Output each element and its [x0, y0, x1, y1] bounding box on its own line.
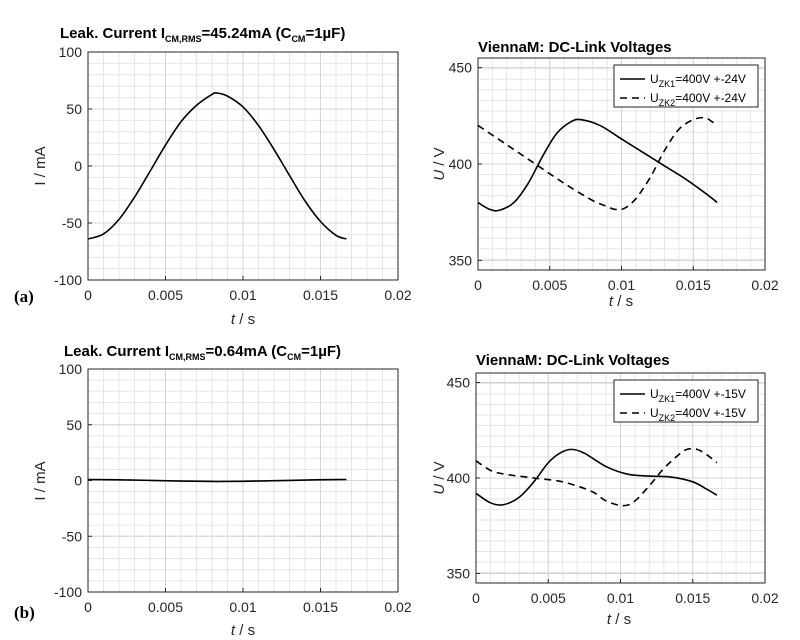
legend-entry-zk2: UZK2=400V +-15V	[650, 406, 746, 423]
y-tick-label: 0	[74, 473, 82, 489]
y-tick-label: -50	[62, 528, 82, 544]
y-tick-label: 50	[66, 101, 82, 117]
legend-entry-zk1: UZK1=400V +-15V	[650, 387, 746, 404]
x-tick-label: 0.02	[751, 277, 778, 293]
y-tick-label: -100	[54, 272, 82, 288]
x-tick-label: 0.015	[675, 590, 710, 606]
chart-title: ViennaM: DC-Link Voltages	[476, 352, 670, 369]
legend-entry-zk1: UZK1=400V +-24V	[650, 72, 746, 89]
series-line-u-zk1	[477, 118, 718, 212]
y-tick-label: 100	[59, 44, 83, 60]
x-tick-label: 0.015	[676, 277, 711, 293]
panel-label-b: (b)	[14, 603, 35, 622]
y-tick-label: 350	[449, 252, 473, 268]
legend-box	[613, 64, 759, 108]
series-line-u-zk2	[475, 447, 718, 507]
chart-title: ViennaM: DC-Link Voltages	[478, 39, 672, 56]
x-tick-label: 0.005	[148, 287, 183, 303]
x-tick-label: 0	[84, 599, 92, 615]
series-line-u-zk2	[477, 116, 718, 211]
y-tick-label: -100	[54, 584, 82, 600]
series-line-u-zk1	[475, 448, 718, 506]
series-line-i-cm	[87, 478, 347, 483]
x-tick-label: 0.02	[751, 590, 778, 606]
legend: UZK1=400V +-24V UZK2=400V +-24V	[613, 64, 759, 108]
y-tick-label: 350	[447, 565, 471, 581]
x-axis-label: t / s	[609, 293, 633, 310]
x-tick-label: 0.01	[607, 590, 634, 606]
panel-label-a: (a)	[14, 287, 34, 306]
chart-dc-link-voltages-b: 0 0.005 0.01 0.015 0.02 350 400 450 ViennaM: DC-…	[431, 352, 779, 628]
legend-entry-zk2: UZK2=400V +-24V	[650, 91, 746, 108]
x-tick-label: 0.005	[532, 277, 567, 293]
x-axis-label: t / s	[231, 311, 255, 328]
x-tick-label: 0	[84, 287, 92, 303]
y-axis-label: U / V	[431, 147, 448, 180]
y-tick-label: 100	[59, 361, 83, 377]
y-tick-label: 450	[447, 375, 471, 391]
x-tick-label: 0.015	[303, 287, 338, 303]
chart-title: Leak. Current ICM,RMS=0.64mA (CCM=1µF)	[64, 343, 341, 362]
legend: UZK1=400V +-15V UZK2=400V +-15V	[613, 379, 759, 423]
x-tick-label: 0	[474, 277, 482, 293]
x-tick-label: 0.01	[608, 277, 635, 293]
y-tick-label: 0	[74, 158, 82, 174]
y-tick-label: 400	[449, 156, 473, 172]
series-line-i-cm	[87, 92, 347, 240]
legend-box	[613, 379, 759, 423]
chart-title: Leak. Current ICM,RMS=45.24mA (CCM=1µF)	[60, 25, 345, 44]
x-axis-label: t / s	[607, 611, 631, 628]
x-tick-label: 0	[472, 590, 480, 606]
chart-dc-link-voltages-a: 0 0.005 0.01 0.015 0.02 350 400 450 ViennaM: DC-…	[431, 39, 779, 310]
x-tick-label: 0.02	[384, 287, 411, 303]
x-tick-label: 0.01	[229, 287, 256, 303]
y-tick-label: 450	[449, 60, 473, 76]
y-tick-label: 50	[66, 417, 82, 433]
y-tick-label: 400	[447, 470, 471, 486]
x-tick-label: 0.01	[229, 599, 256, 615]
x-tick-label: 0.02	[384, 599, 411, 615]
x-axis-label: t / s	[231, 622, 255, 639]
grid	[87, 51, 399, 281]
y-axis-label: I / mA	[32, 461, 49, 500]
x-tick-label: 0.015	[303, 599, 338, 615]
y-axis-label: I / mA	[32, 146, 49, 185]
x-tick-label: 0.005	[531, 590, 566, 606]
y-axis-label: U / V	[431, 461, 448, 494]
y-tick-label: -50	[62, 215, 82, 231]
x-tick-label: 0.005	[148, 599, 183, 615]
